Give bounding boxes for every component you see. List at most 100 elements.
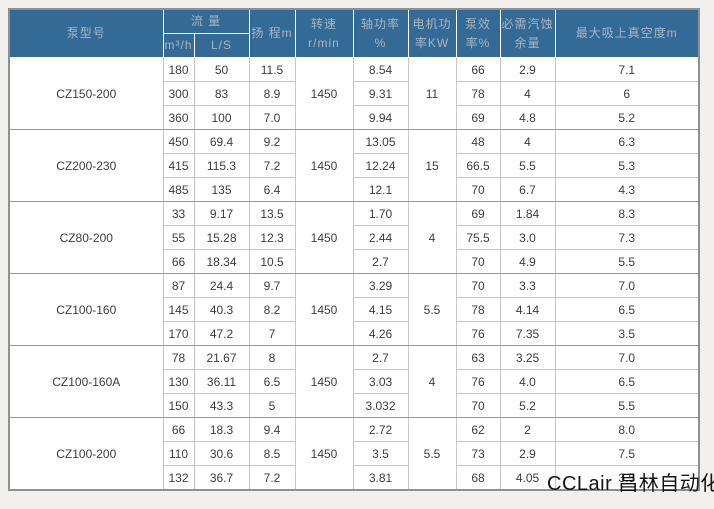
cell-efficiency: 76 [455, 369, 501, 394]
cell-flow-m3h: 55 [162, 225, 195, 250]
header-shaft-power-line1: 轴功率 [360, 16, 400, 31]
header-flow: 流 量 [162, 8, 250, 34]
cell-efficiency: 70 [455, 393, 501, 418]
cell-npsh: 5.2 [499, 393, 556, 418]
cell-npsh: 2.9 [499, 57, 556, 82]
cell-efficiency: 76 [455, 321, 501, 346]
cell-npsh: 2.9 [499, 441, 556, 466]
cell-efficiency: 70 [455, 273, 501, 298]
header-shaft-power-line2: % [374, 35, 387, 50]
cell-shaft-power: 3.032 [352, 393, 409, 418]
cell-flow-m3h: 415 [162, 153, 195, 178]
cell-flow-ls: 30.6 [193, 441, 250, 466]
cell-efficiency: 62 [455, 417, 501, 442]
header-efficiency-line2: 率% [465, 35, 491, 50]
cell-head: 13.5 [248, 201, 296, 226]
header-motor-power-line1: 电机功 [412, 16, 452, 31]
cell-flow-ls: 18.34 [193, 249, 250, 274]
cell-max-vacuum: 7.1 [554, 57, 700, 82]
cell-flow-m3h: 33 [162, 201, 195, 226]
cell-efficiency: 66 [455, 57, 501, 82]
cell-efficiency: 48 [455, 129, 501, 154]
cell-npsh: 3.0 [499, 225, 556, 250]
cell-speed: 1450 [294, 273, 354, 346]
watermark: CCLair 昌林自动化 [547, 473, 714, 495]
cell-npsh: 2 [499, 417, 556, 442]
cell-shaft-power: 1.70 [352, 201, 409, 226]
cell-shaft-power: 2.72 [352, 417, 409, 442]
cell-flow-ls: 18.3 [193, 417, 250, 442]
cell-npsh: 4 [499, 129, 556, 154]
cell-speed: 1450 [294, 417, 354, 491]
cell-flow-ls: 9.17 [193, 201, 250, 226]
cell-max-vacuum: 4.3 [554, 177, 700, 202]
cell-npsh: 3.3 [499, 273, 556, 298]
cell-efficiency: 73 [455, 441, 501, 466]
header-head: 扬 程m [248, 8, 296, 58]
cell-flow-ls: 24.4 [193, 273, 250, 298]
cell-npsh: 4.14 [499, 297, 556, 322]
cell-max-vacuum: 3.5 [554, 465, 700, 491]
cell-flow-ls: 100 [193, 105, 250, 130]
cell-shaft-power: 3.81 [352, 465, 409, 491]
cell-motor-power: 4 [407, 201, 457, 274]
header-efficiency: 泵效 率% [455, 8, 501, 58]
cell-head: 11.5 [248, 57, 296, 82]
pump-table-body: CZ150-200 180 50 11.5 1450 8.5 4 11 66 2.… [8, 57, 700, 491]
cell-flow-m3h: 78 [162, 345, 195, 370]
cell-flow-ls: 135 [193, 177, 250, 202]
cell-flow-ls: 50 [193, 57, 250, 82]
cell-max-vacuum: 6.3 [554, 129, 700, 154]
cell-max-vacuum: 5.2 [554, 105, 700, 130]
cell-pump-model: CZ150-200 [8, 57, 164, 130]
table-row: 66 18.34 10.5 2.7 70 4.9 5.5 [9, 249, 700, 274]
header-speed: 转速r/min [294, 8, 354, 58]
cell-flow-m3h: 66 [162, 249, 195, 274]
header-flow-ls: L/S [193, 33, 250, 58]
table-row: CZ150-200 180 50 11.5 1450 8.54 11 66 2.… [8, 57, 700, 130]
cell-flow-m3h: 170 [162, 321, 195, 346]
cell-head: 8.5 [248, 441, 296, 466]
cell-motor-power: 5.5 [407, 417, 457, 491]
cell-shaft-power: 2.44 [352, 225, 409, 250]
cell-flow-m3h: 180 [162, 57, 195, 82]
cell-max-vacuum: 7.5 [554, 441, 700, 466]
table-row: 415 115.3 7.2 12.24 66.5 5.5 5.3 [9, 153, 700, 178]
cell-flow-ls: 115.3 [193, 153, 250, 178]
cell-flow-m3h: 450 [162, 129, 195, 154]
cell-flow-m3h: 66 [162, 417, 195, 442]
table-row: 130 36.11 6.5 3.03 76 4.0 6.5 [9, 369, 700, 394]
cell-head: 8 [248, 345, 296, 370]
cell-npsh: 5.5 [499, 153, 556, 178]
cell-flow-m3h: 300 [162, 81, 195, 106]
cell-flow-m3h: 87 [162, 273, 195, 298]
table-row: 110 30.6 8.5 3.5 73 2.9 7.5 [9, 441, 700, 466]
cell-flow-ls: 40.3 [193, 297, 250, 322]
header-flow-m3h: m³/h [162, 33, 195, 58]
cell-speed: 1450 [294, 129, 354, 202]
cell-shaft-power: 3.29 [352, 273, 409, 298]
cell-flow-ls: 36.11 [193, 369, 250, 394]
cell-max-vacuum: 7.0 [554, 273, 700, 298]
cell-flow-ls: 69.4 [193, 129, 250, 154]
cell-npsh: 7.35 [499, 321, 556, 346]
cell-max-vacuum: 5.5 [554, 249, 700, 274]
cell-max-vacuum: 5.3 [554, 153, 700, 178]
cell-efficiency: 70 [455, 177, 501, 202]
cell-flow-m3h: 145 [162, 297, 195, 322]
cell-max-vacuum: 5.5 [554, 393, 700, 418]
cell-shaft-power: 4.26 [352, 321, 409, 346]
cell-efficiency: 70 [455, 249, 501, 274]
cell-flow-m3h: 130 [162, 369, 195, 394]
table-row: CZ100-200 66 18.3 9.4 1450 2.72 5.5 62 2… [8, 417, 700, 491]
cell-max-vacuum: 8.0 [554, 417, 700, 442]
header-motor-power-line2: 率KW [414, 35, 450, 50]
table-row: 150 43.3 5 3.032 70 5.2 5.5 [9, 393, 700, 418]
table-row: CZ100-160 87 24.4 9.7 1450 3.29 5.5 70 3… [8, 273, 700, 346]
cell-flow-m3h: 150 [162, 393, 195, 418]
cell-npsh: 4.05 [499, 465, 556, 491]
cell-flow-ls: 47.2 [193, 321, 250, 346]
cell-head: 12.3 [248, 225, 296, 250]
cell-max-vacuum: 7.3 [554, 225, 700, 250]
cell-motor-power: 11 [407, 57, 457, 130]
